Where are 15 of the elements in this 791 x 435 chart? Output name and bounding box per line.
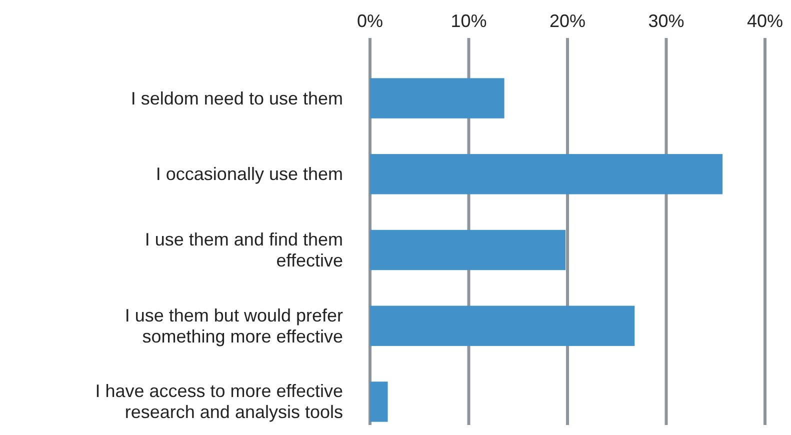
- y-tick-label: I seldom need to use them: [130, 88, 343, 108]
- bar: [370, 154, 723, 194]
- bar: [370, 382, 388, 422]
- x-tick-label: 20%: [549, 11, 586, 31]
- y-tick-label: I use them and find them effective: [144, 230, 343, 270]
- y-tick-label: I use them but would prefer something more effective: [124, 305, 343, 346]
- bar: [370, 78, 504, 118]
- x-tick-label: 0%: [356, 11, 384, 31]
- x-tick-label: 10%: [450, 11, 487, 31]
- y-tick-label: I occasionally use them: [156, 164, 343, 184]
- x-tick-label: 40%: [746, 11, 784, 31]
- bar: [370, 230, 566, 270]
- bar: [370, 306, 635, 346]
- x-tick-label: 30%: [648, 11, 684, 31]
- y-tick-label: I have access to more effective research and analysis tools: [95, 381, 343, 422]
